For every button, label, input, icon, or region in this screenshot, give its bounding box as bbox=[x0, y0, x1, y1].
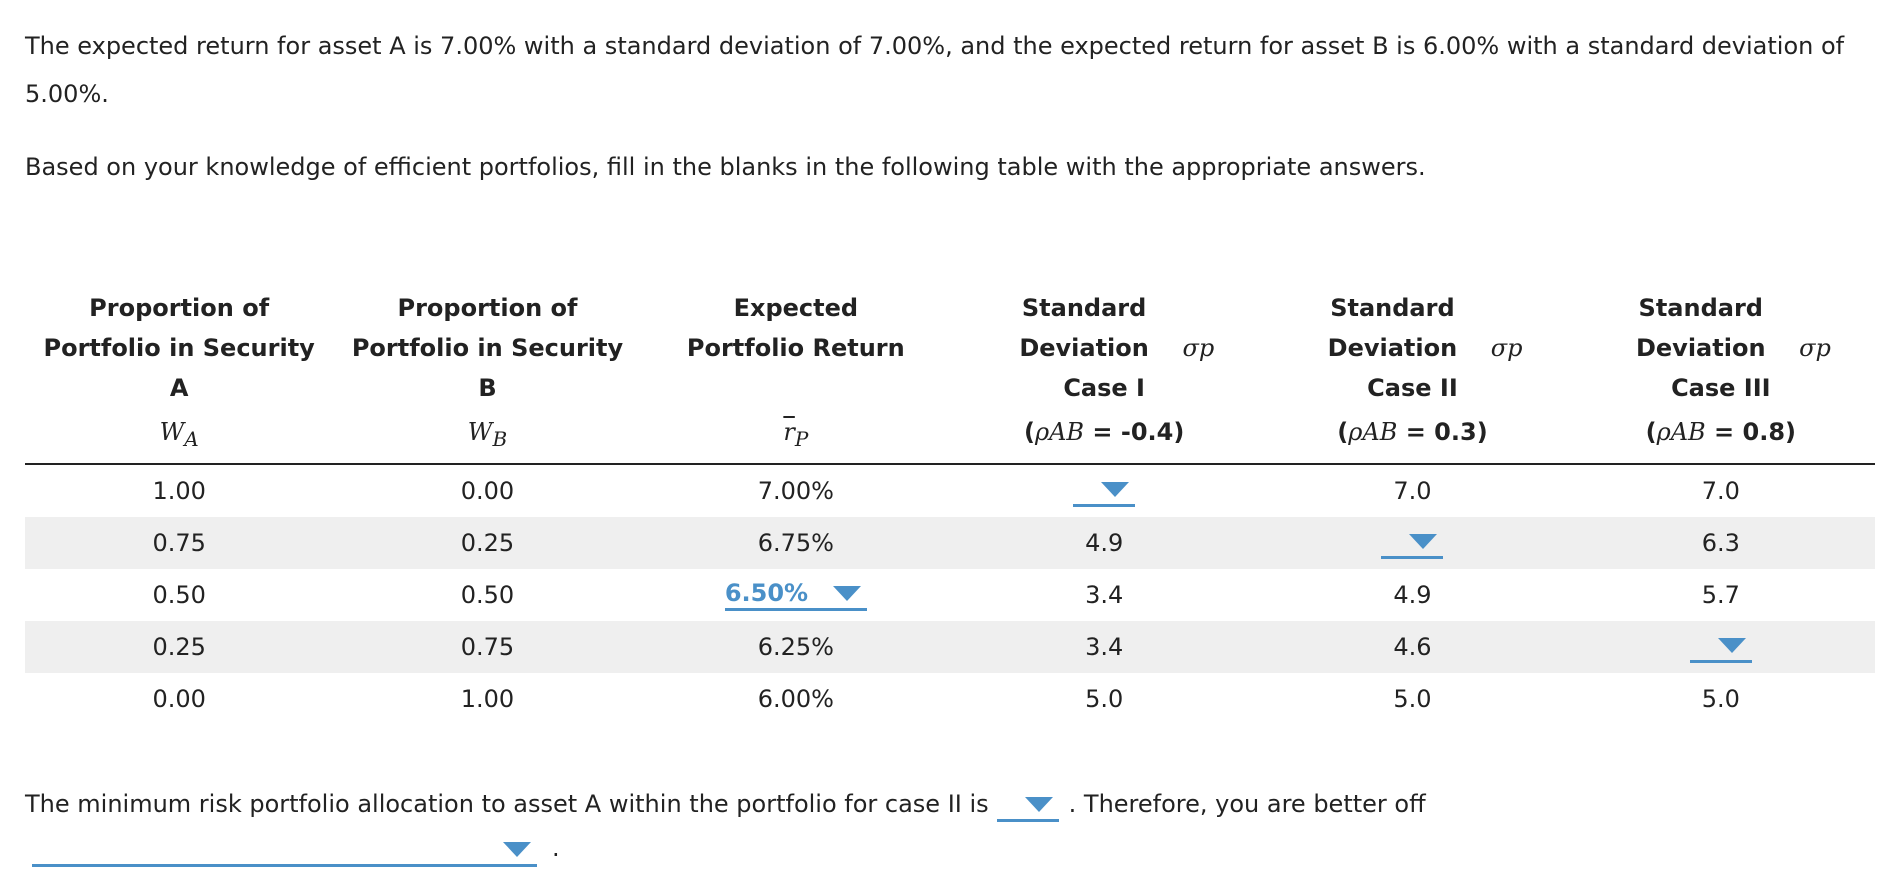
cell-sd-case-2: 7.0 bbox=[1393, 476, 1432, 505]
sd-case-3-dropdown[interactable] bbox=[1689, 630, 1752, 664]
cell-wb: 1.00 bbox=[460, 684, 515, 713]
header-weight-a: Proportion of Portfolio in Security A bbox=[43, 294, 315, 402]
header-sd-case-2: Standard Deviation σp Case II bbox=[1327, 294, 1523, 402]
cell-wb: 0.50 bbox=[460, 580, 515, 609]
header-weight-b: Proportion of Portfolio in Security B bbox=[351, 294, 624, 402]
cell-sd-case-1: 3.4 bbox=[1085, 580, 1124, 609]
table-row: 1.00 0.00 7.00% 7.0 7.0 bbox=[25, 464, 1875, 517]
cell-return: 6.75% bbox=[641, 516, 950, 569]
cell-sd-case-3: 6.3 bbox=[1566, 516, 1875, 569]
rho-case-2: (ρAB = 0.3) bbox=[1258, 412, 1567, 465]
cell-wb: 0.00 bbox=[460, 476, 515, 505]
chevron-down-icon bbox=[503, 842, 531, 857]
min-risk-sentence: The minimum risk portfolio allocation to… bbox=[25, 784, 1426, 824]
var-wb: WB bbox=[333, 412, 642, 465]
rho-case-3: (ρAB = 0.8) bbox=[1566, 412, 1875, 465]
rho-case-1: (ρAB = -0.4) bbox=[949, 412, 1259, 465]
cell-sd-case-3: 5.0 bbox=[1701, 684, 1740, 713]
header-sd-case-1: Standard Deviation σp Case I bbox=[1019, 294, 1215, 402]
min-risk-allocation-dropdown[interactable] bbox=[996, 789, 1059, 822]
cell-wb: 0.25 bbox=[333, 516, 642, 569]
cell-sd-case-3: 5.7 bbox=[1701, 580, 1740, 609]
cell-return: 6.00% bbox=[757, 684, 834, 713]
chevron-down-icon bbox=[832, 586, 861, 602]
instructions-paragraph: Based on your knowledge of efficient por… bbox=[25, 153, 1426, 181]
better-off-dropdown[interactable] bbox=[32, 834, 537, 867]
expected-return-selected-value: 6.50% bbox=[724, 579, 809, 608]
table-row: 0.75 0.25 6.75% 4.9 6.3 bbox=[25, 516, 1875, 569]
better-off-line: . bbox=[32, 834, 560, 867]
intro-paragraph: The expected return for asset A is 7.00%… bbox=[25, 32, 1845, 108]
var-rp: rP bbox=[641, 412, 950, 465]
var-wa: WA bbox=[25, 412, 334, 465]
cell-return: 6.50% bbox=[642, 569, 950, 621]
cell-return: 6.25% bbox=[641, 620, 950, 673]
sd-case-2-dropdown[interactable] bbox=[1381, 526, 1444, 560]
header-sd-case-3: Standard Deviation σp Case III bbox=[1635, 294, 1831, 402]
cell-sd-case-1 bbox=[950, 464, 1258, 517]
table-row: 0.00 1.00 6.00% 5.0 5.0 5.0 bbox=[25, 673, 1875, 725]
cell-sd-case-2: 5.0 bbox=[1393, 684, 1432, 713]
portfolio-table: Proportion of Portfolio in Security A Pr… bbox=[25, 288, 1875, 725]
cell-wa: 0.00 bbox=[152, 684, 206, 713]
header-expected-return: Expected Portfolio Return bbox=[686, 294, 905, 362]
chevron-down-icon bbox=[1101, 482, 1130, 498]
cell-wa: 0.50 bbox=[152, 580, 206, 609]
end-period: . bbox=[552, 834, 560, 862]
cell-sd-case-2: 4.6 bbox=[1258, 620, 1567, 673]
cell-sd-case-2 bbox=[1258, 516, 1567, 569]
cell-sd-case-1: 3.4 bbox=[949, 620, 1259, 673]
cell-return: 7.00% bbox=[757, 476, 834, 505]
min-risk-text-after: . Therefore, you are better off bbox=[1068, 790, 1426, 818]
cell-sd-case-1: 4.9 bbox=[949, 516, 1259, 569]
cell-wa: 1.00 bbox=[152, 476, 206, 505]
table-row: 0.25 0.75 6.25% 3.4 4.6 bbox=[25, 620, 1875, 673]
table-row: 0.50 0.50 6.50% 3.4 4.9 5.7 bbox=[25, 569, 1875, 621]
cell-sd-case-3 bbox=[1566, 620, 1875, 673]
sd-case-1-dropdown[interactable] bbox=[1073, 474, 1136, 508]
cell-wa: 0.25 bbox=[25, 620, 334, 673]
cell-sd-case-2: 4.9 bbox=[1393, 580, 1432, 609]
min-risk-text-before: The minimum risk portfolio allocation to… bbox=[25, 790, 989, 818]
cell-sd-case-3: 7.0 bbox=[1701, 476, 1740, 505]
chevron-down-icon bbox=[1409, 534, 1438, 550]
cell-wb: 0.75 bbox=[333, 620, 642, 673]
cell-sd-case-1: 5.0 bbox=[1085, 684, 1124, 713]
chevron-down-icon bbox=[1024, 796, 1053, 812]
expected-return-dropdown[interactable]: 6.50% bbox=[724, 578, 867, 612]
cell-wa: 0.75 bbox=[25, 516, 334, 569]
chevron-down-icon bbox=[1717, 638, 1746, 654]
